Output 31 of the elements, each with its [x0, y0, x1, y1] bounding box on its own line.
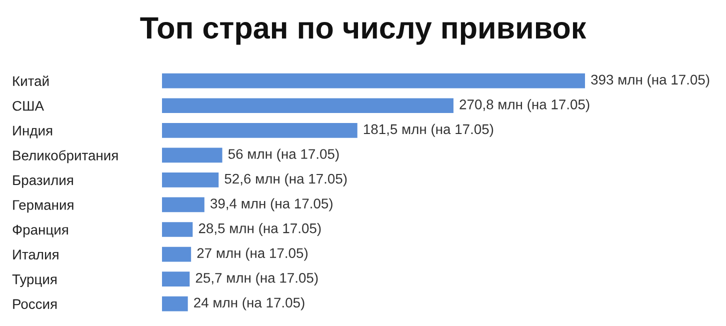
- bar: [162, 296, 188, 312]
- data-label: 393 млн (на 17.05): [591, 74, 710, 88]
- bar: [162, 272, 190, 286]
- bar: [162, 73, 585, 88]
- y-tick-label: Китай: [13, 76, 49, 86]
- chart-title: Топ стран по числу прививок: [140, 17, 586, 45]
- bar: [162, 98, 454, 114]
- data-label: 28,5 млн (на 17.05): [198, 223, 321, 236]
- bar: [162, 122, 358, 138]
- y-tick-label: Италия: [13, 250, 58, 260]
- data-label: 27 млн (на 17.05): [197, 248, 308, 261]
- y-tick-label: Великобритания: [13, 150, 118, 164]
- bar: [162, 246, 192, 262]
- y-tick-label: Россия: [13, 299, 57, 309]
- data-label: 181,5 млн (на 17.05): [364, 124, 494, 137]
- bar: [162, 222, 193, 237]
- y-tick-label: Германия: [13, 200, 74, 213]
- bar: [162, 172, 219, 188]
- y-tick-label: Турция: [12, 274, 56, 287]
- data-label: 24 млн (на 17.05): [194, 297, 304, 310]
- bar: [162, 197, 204, 212]
- data-label: 39,4 млн (на 17.05): [210, 198, 332, 212]
- y-tick-label: Франция: [12, 224, 68, 238]
- y-tick-label: Индия: [13, 126, 52, 138]
- data-label: 52,6 млн (на 17.05): [224, 173, 347, 186]
- y-tick-label: США: [12, 100, 44, 111]
- bar: [162, 148, 222, 163]
- y-tick-label: Бразилия: [13, 175, 73, 188]
- data-label: 25,7 млн (на 17.05): [196, 272, 318, 286]
- data-label: 270,8 млн (на 17.05): [460, 99, 590, 112]
- data-label: 56 млн (на 17.05): [228, 148, 339, 162]
